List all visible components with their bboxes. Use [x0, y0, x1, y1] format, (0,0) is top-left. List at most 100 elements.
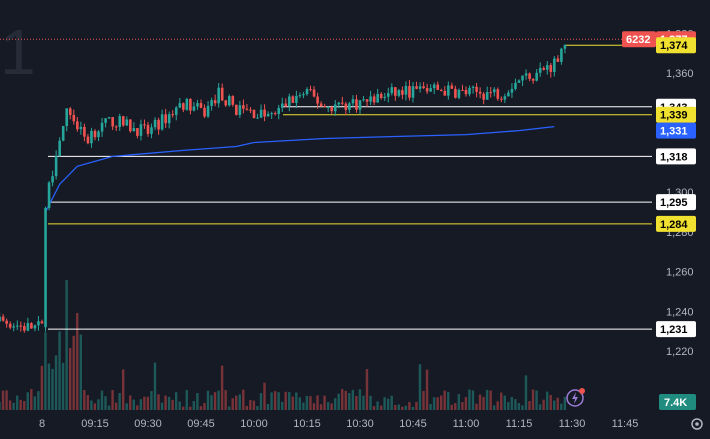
volume-bar — [157, 394, 160, 410]
candle-body — [196, 103, 199, 107]
volume-bar — [436, 397, 439, 410]
candle-body — [394, 87, 397, 96]
volume-bar — [401, 406, 404, 410]
price-badge-blue-label: 1,331 — [660, 126, 688, 138]
volume-bar — [270, 392, 273, 410]
candle-body — [160, 114, 164, 130]
candle-body — [51, 176, 54, 183]
candle-body — [270, 113, 273, 115]
gear-icon[interactable] — [691, 418, 703, 430]
candle-body — [139, 124, 143, 136]
candle-body — [47, 182, 51, 209]
x-tick-label: 11:00 — [453, 418, 480, 430]
volume-bar — [386, 398, 390, 410]
time-axis[interactable]: 8 09:15 09:30 09:45 10:00 10:15 10:30 10:45 11:0… — [39, 418, 638, 430]
candle-body — [5, 320, 8, 324]
volume-bar — [171, 399, 174, 410]
x-tick-label: 11:30 — [559, 418, 586, 430]
candle-body — [549, 65, 553, 72]
candle-body — [97, 131, 100, 138]
volume-bar — [365, 369, 369, 410]
candle-body — [129, 119, 132, 132]
candle-body — [118, 116, 122, 127]
candle-body — [390, 87, 394, 94]
candle-body — [379, 93, 383, 98]
candle-body — [482, 93, 485, 100]
volume-bar — [245, 405, 249, 410]
candle-body — [217, 87, 220, 104]
volume-bar — [507, 402, 510, 410]
volume-bar — [242, 389, 245, 410]
volume-bar — [489, 390, 492, 410]
candle-body — [12, 326, 16, 328]
candle-body — [510, 88, 514, 93]
candle-body — [369, 96, 372, 102]
level-badge-bg — [656, 106, 696, 123]
volume-bar — [418, 364, 422, 410]
candle-body — [418, 86, 422, 89]
volume-bar — [305, 395, 309, 410]
volume-bar — [341, 389, 344, 410]
candle-body — [58, 140, 61, 157]
volume-bar — [333, 398, 337, 410]
candle-body — [125, 119, 129, 126]
volume-bar — [97, 399, 100, 410]
volume-bar — [178, 401, 181, 410]
volume-bar — [447, 391, 450, 410]
level-badge-label: 1,231 — [660, 324, 688, 336]
volume-bar — [220, 365, 224, 410]
level-badge-label: 1,318 — [660, 151, 688, 163]
volume-bar — [192, 401, 196, 410]
candle-body — [524, 73, 528, 76]
volume-bar — [394, 404, 397, 410]
candle-body — [415, 86, 418, 89]
volume-bar — [439, 395, 443, 410]
volume-bar — [563, 396, 567, 410]
volume-bar — [93, 403, 97, 410]
candle-body — [231, 96, 235, 105]
level-badge-bg — [656, 321, 696, 338]
volume-bar — [196, 393, 199, 410]
candle-body — [153, 119, 157, 128]
volume-bar — [542, 399, 545, 410]
volume-bar — [538, 404, 542, 410]
volume-bar — [238, 394, 241, 410]
volume-bar — [309, 396, 312, 410]
volume-bar — [33, 396, 37, 410]
volume-bar — [284, 391, 287, 410]
candle-body — [0, 316, 1, 322]
volume-bar — [90, 400, 93, 410]
volume-bar — [266, 403, 270, 410]
candle-body — [252, 109, 256, 118]
volume-bar — [295, 392, 298, 410]
candle-body — [344, 103, 348, 110]
candle-body — [521, 75, 524, 81]
candle-body — [351, 99, 355, 104]
volume-bar — [528, 401, 531, 410]
candle-body — [150, 127, 153, 134]
volume-bar — [167, 396, 171, 410]
candle-body — [457, 89, 461, 98]
candle-body — [337, 102, 341, 105]
price-badges: 1,3431,3391,3181,2951,2841,2311,3771,374… — [622, 31, 696, 410]
volume-bar — [26, 392, 29, 410]
candle-body — [355, 99, 358, 110]
candle-body — [284, 103, 288, 107]
volume-bar — [397, 404, 400, 410]
lightning-icon[interactable] — [566, 388, 585, 407]
candle-body — [206, 105, 210, 117]
chart-controls[interactable] — [566, 388, 703, 430]
volume-bar — [478, 394, 482, 410]
candle-body — [273, 113, 277, 115]
candle-body — [432, 84, 436, 89]
candle-body — [107, 117, 111, 119]
candle-body — [443, 90, 447, 96]
volume-bar — [560, 403, 563, 410]
candle-body — [556, 58, 560, 62]
candle-body — [560, 48, 563, 62]
volume-bar — [344, 390, 347, 410]
volume-bar — [348, 393, 351, 410]
